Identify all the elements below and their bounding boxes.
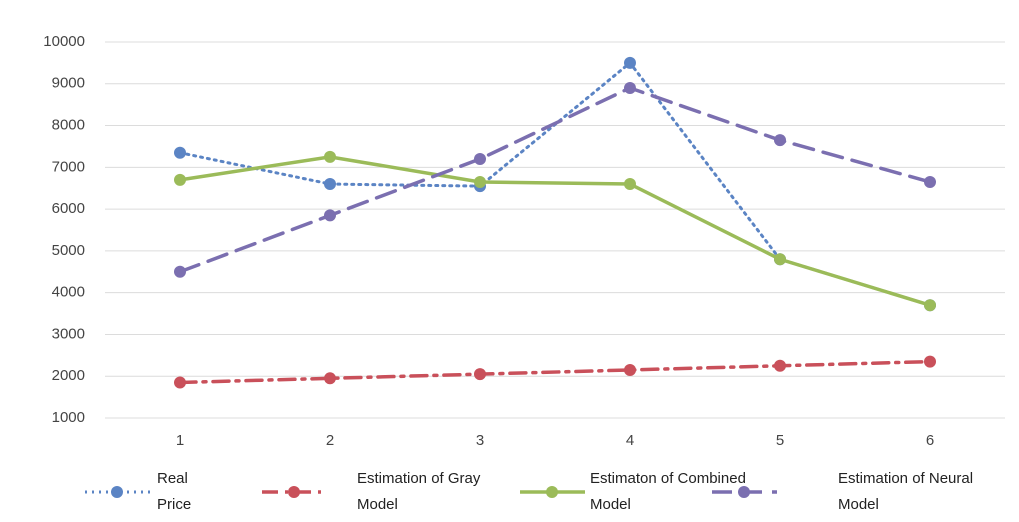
x-tick-label: 1 (176, 432, 184, 449)
y-tick-label: 4000 (52, 284, 85, 301)
legend-marker (738, 486, 750, 498)
series-line (178, 155, 932, 307)
y-tick-label: 7000 (52, 158, 85, 175)
data-point (924, 175, 936, 188)
y-tick-label: 6000 (52, 200, 85, 217)
data-point (474, 368, 486, 381)
data-point (324, 178, 336, 191)
x-tick-label: 5 (776, 432, 784, 449)
data-point (174, 265, 186, 278)
legend-label: Estimation of Gray Model (357, 470, 481, 513)
series-line (178, 359, 932, 385)
y-tick-label: 5000 (52, 242, 85, 259)
series-line (178, 86, 932, 274)
data-point (924, 299, 936, 312)
y-tick-label: 2000 (52, 367, 85, 384)
y-tick-label: 8000 (52, 117, 85, 134)
legend-marker (546, 486, 558, 498)
data-point (324, 209, 336, 222)
data-point (474, 152, 486, 165)
y-tick-label: 9000 (52, 75, 85, 92)
data-point (774, 253, 786, 266)
data-point (774, 134, 786, 147)
x-tick-label: 4 (626, 432, 634, 449)
data-point (174, 146, 186, 159)
data-point (924, 355, 936, 368)
y-tick-label: 3000 (52, 325, 85, 342)
x-tick-label: 3 (476, 432, 484, 449)
legend-label: Real Price (157, 470, 192, 513)
y-tick-label: 1000 (52, 409, 85, 426)
y-tick-label: 10000 (43, 33, 85, 50)
data-point (624, 178, 636, 191)
legend-label: Estimation of Neural Model (838, 470, 974, 513)
data-point (624, 363, 636, 376)
legend-marker (288, 486, 300, 498)
x-tick-label: 2 (326, 432, 334, 449)
data-point (174, 376, 186, 389)
legend-label: Estimaton of Combined Model (590, 470, 746, 513)
data-point (624, 56, 636, 69)
x-tick-label: 6 (926, 432, 934, 449)
data-point (174, 173, 186, 186)
data-point (324, 150, 336, 163)
legend-marker (111, 486, 123, 498)
data-point (624, 81, 636, 94)
data-point (474, 175, 486, 188)
data-point (774, 359, 786, 372)
data-point (324, 372, 336, 385)
